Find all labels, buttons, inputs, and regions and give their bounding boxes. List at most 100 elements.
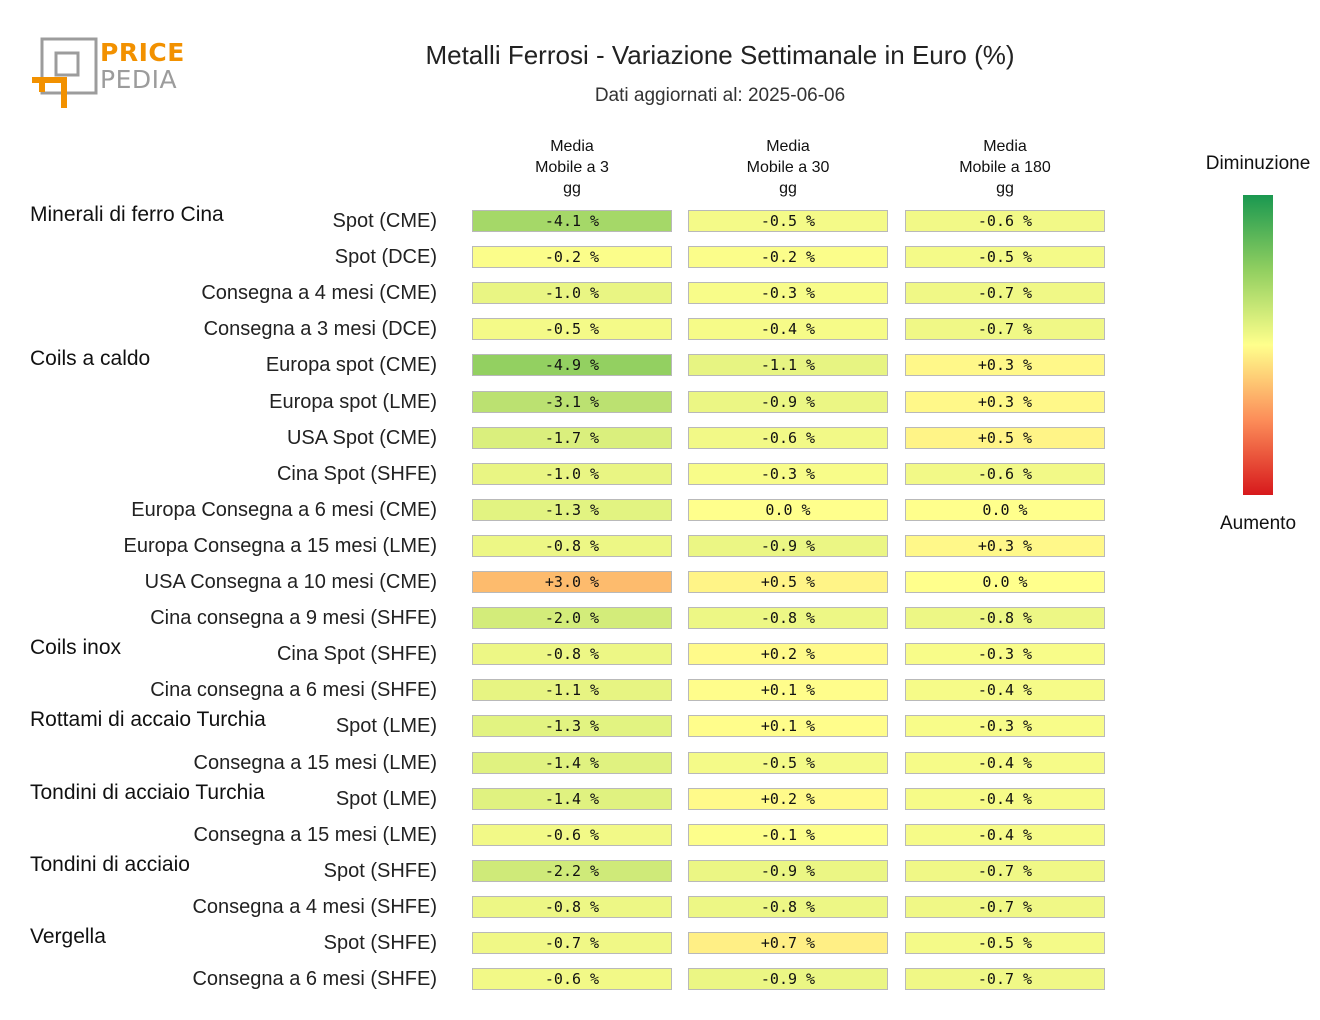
row-label: Consegna a 4 mesi (SHFE)	[192, 895, 437, 918]
row-label: Cina Spot (SHFE)	[276, 643, 437, 666]
heatmap-cell: -1.3 %	[472, 498, 672, 521]
heatmap-cell: +0.3 %	[905, 354, 1105, 377]
heatmap-cell: -2.2 %	[472, 859, 672, 882]
row-label: Consegna a 15 mesi (LME)	[193, 751, 437, 774]
heatmap-cell: -0.2 %	[472, 246, 672, 269]
group-label: Tondini di acciaio	[30, 852, 190, 876]
heatmap-cell: -1.4 %	[472, 787, 672, 810]
heatmap-cell: +0.1 %	[688, 715, 888, 738]
heatmap-cell: -1.0 %	[472, 462, 672, 485]
row-label: Spot (LME)	[335, 787, 437, 810]
heatmap-cell: -0.3 %	[688, 462, 888, 485]
row-label: Cina consegna a 6 mesi (SHFE)	[150, 679, 437, 702]
heatmap-cell: -0.5 %	[688, 210, 888, 232]
heatmap-cell: -0.6 %	[472, 823, 672, 846]
group-label: Coils inox	[30, 636, 122, 660]
chart-subtitle: Dati aggiornati al: 2025-06-06	[594, 85, 846, 106]
heatmap-cell: -0.4 %	[905, 823, 1105, 846]
heatmap-cell: -0.8 %	[688, 607, 888, 630]
heatmap-cell: -0.8 %	[472, 895, 672, 918]
group-label: Rottami di accaio Turchia	[30, 708, 266, 732]
heatmap-cell: -0.7 %	[905, 318, 1105, 341]
group-label: Minerali di ferro Cina	[30, 203, 224, 226]
row-label: Spot (SHFE)	[323, 859, 437, 882]
heatmap-cell: -1.0 %	[472, 282, 672, 305]
heatmap-cell: -0.7 %	[905, 282, 1105, 305]
row-label: USA Spot (CME)	[286, 426, 437, 449]
heatmap-cell: -0.8 %	[472, 534, 672, 557]
heatmap-cell: -0.1 %	[688, 823, 888, 846]
heatmap-cell: -0.5 %	[905, 246, 1105, 269]
heatmap-cell: -0.3 %	[688, 282, 888, 305]
heatmap-cell: -1.7 %	[472, 426, 672, 449]
row-label: Cina Spot (SHFE)	[276, 462, 437, 485]
heatmap-cell: +0.2 %	[688, 643, 888, 666]
legend-top-label: Diminuzione	[1205, 153, 1311, 174]
row-label: Consegna a 15 mesi (LME)	[193, 823, 437, 846]
heatmap-cell: +0.1 %	[688, 679, 888, 702]
heatmap-cell: -1.3 %	[472, 715, 672, 738]
row-label: Cina consegna a 9 mesi (SHFE)	[150, 607, 437, 630]
heatmap-cell: -3.1 %	[472, 390, 672, 413]
heatmap-cell: -1.1 %	[472, 679, 672, 702]
row-label: Europa spot (LME)	[269, 390, 437, 413]
row-label: Spot (SHFE)	[323, 932, 437, 954]
logo-text-price: PRICE	[100, 38, 185, 67]
legend-bottom-label: Aumento	[1219, 513, 1297, 534]
heatmap-cell: -0.4 %	[905, 787, 1105, 810]
heatmap-cell: -0.8 %	[688, 895, 888, 918]
row-label: Europa spot (CME)	[265, 354, 437, 377]
heatmap-cell: +0.3 %	[905, 534, 1105, 557]
heatmap-cell: -4.9 %	[472, 354, 672, 377]
heatmap-cell: -0.6 %	[472, 968, 672, 991]
heatmap-cell: -4.1 %	[472, 210, 672, 232]
group-label: Tondini di acciaio Turchia	[30, 780, 265, 804]
heatmap-cell: -0.9 %	[688, 968, 888, 991]
heatmap-cell: -0.7 %	[905, 968, 1105, 991]
row-label: Europa Consegna a 6 mesi (CME)	[131, 498, 437, 521]
column-header: Media Mobile a 30 gg	[746, 138, 830, 197]
heatmap-cell: -0.3 %	[905, 643, 1105, 666]
heatmap-cell: -0.8 %	[472, 643, 672, 666]
group-label: Vergella	[30, 925, 106, 948]
row-label: Consegna a 3 mesi (DCE)	[203, 318, 437, 341]
logo-text-pedia: PEDIA	[100, 65, 178, 94]
heatmap-cell: 0.0 %	[905, 498, 1105, 521]
heatmap-cell: -0.2 %	[688, 246, 888, 269]
heatmap-cell: 0.0 %	[688, 498, 888, 521]
heatmap-cell: -0.5 %	[688, 751, 888, 774]
column-header: Media Mobile a 180 gg	[959, 138, 1051, 197]
heatmap-cell: +0.3 %	[905, 390, 1105, 413]
heatmap-cell: -1.4 %	[472, 751, 672, 774]
heatmap-cell: -0.7 %	[472, 932, 672, 954]
heatmap-cell: -0.9 %	[688, 534, 888, 557]
row-label: Europa Consegna a 15 mesi (LME)	[123, 534, 438, 557]
heatmap-cell: -0.6 %	[688, 426, 888, 449]
heatmap-cell: -1.1 %	[688, 354, 888, 377]
heatmap-cell: +0.5 %	[905, 426, 1105, 449]
heatmap-cell: -0.9 %	[688, 390, 888, 413]
row-label: Spot (LME)	[335, 715, 437, 738]
heatmap-cell: -0.4 %	[905, 751, 1105, 774]
heatmap-cell: +0.2 %	[688, 787, 888, 810]
row-label: Spot (CME)	[332, 210, 437, 232]
heatmap-cell: -0.9 %	[688, 859, 888, 882]
heatmap-cell: -0.5 %	[905, 932, 1105, 954]
heatmap-cell: -0.3 %	[905, 715, 1105, 738]
heatmap-cell: -0.7 %	[905, 859, 1105, 882]
heatmap-cell: -0.6 %	[905, 210, 1105, 232]
heatmap-cell: +0.5 %	[688, 571, 888, 593]
column-header: Media Mobile a 3 gg	[535, 138, 609, 197]
heatmap-cell: +3.0 %	[472, 571, 672, 593]
legend-color-bar	[1243, 195, 1273, 495]
logo-mark-icon	[32, 37, 98, 108]
row-label: Consegna a 6 mesi (SHFE)	[192, 968, 437, 991]
heatmap-cell: -0.7 %	[905, 895, 1105, 918]
row-label: Consegna a 4 mesi (CME)	[201, 282, 437, 305]
row-label: USA Consegna a 10 mesi (CME)	[144, 571, 437, 593]
heatmap-cell: -0.5 %	[472, 318, 672, 341]
heatmap-cell: -0.4 %	[688, 318, 888, 341]
pricepedia-logo: PRICE PEDIA	[28, 36, 188, 110]
heatmap-cell: -0.6 %	[905, 462, 1105, 485]
heatmap-cell: +0.7 %	[688, 932, 888, 954]
